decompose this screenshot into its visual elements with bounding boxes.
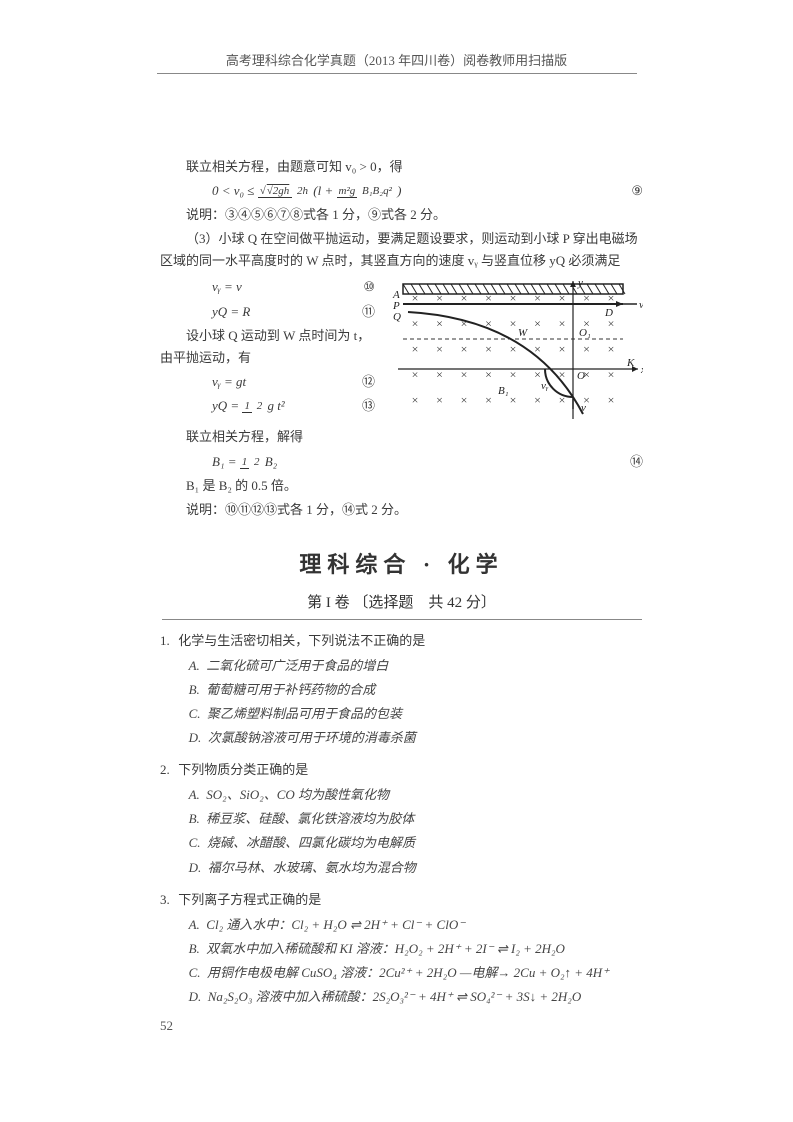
- question-block: 2.下列物质分类正确的是 A.SO₂、SiO₂、CO 均为酸性氧化物B.稀豆浆、硅…: [160, 759, 643, 878]
- page-header: 高考理科综合化学真题（2013 年四川卷）阅卷教师用扫描版: [0, 0, 793, 74]
- svg-text:×: ×: [436, 317, 443, 331]
- option-B: B.稀豆浆、硅酸、氯化铁溶液均为胶体: [160, 808, 643, 830]
- phys-note1: 说明：③④⑤⑥⑦⑧式各 1 分，⑨式各 2 分。: [160, 204, 643, 226]
- svg-text:K: K: [626, 357, 635, 369]
- svg-text:×: ×: [412, 291, 419, 305]
- col-text: vᵧ = v ⑩ yQ = R ⑪ 设小球 Q 运动到 W 点时间为 t，由平抛…: [160, 274, 375, 419]
- option-D: D.Na₂S₂O₃ 溶液中加入稀硫酸：2S₂O₃²⁻ + 4H⁺ ⇌ SO₄²⁻…: [160, 986, 643, 1008]
- svg-text:×: ×: [412, 393, 419, 407]
- option-C: C.用铜作电极电解 CuSO₄ 溶液：2Cu²⁺ + 2H₂O —电解→ 2Cu…: [160, 962, 643, 984]
- svg-text:×: ×: [534, 291, 541, 305]
- svg-text:D: D: [604, 307, 613, 319]
- svg-text:×: ×: [436, 368, 443, 382]
- svg-text:×: ×: [461, 368, 468, 382]
- svg-text:×: ×: [510, 342, 517, 356]
- eq-num-11: ⑪: [362, 301, 375, 323]
- svg-text:×: ×: [534, 393, 541, 407]
- svg-text:×: ×: [485, 368, 492, 382]
- phys-f6: B₁ = 1 2 B₂ ⑭: [160, 451, 643, 473]
- subsection-underline: [162, 619, 642, 620]
- option-C: C.聚乙烯塑料制品可用于食品的包装: [160, 703, 643, 725]
- phys-f2: vᵧ = v ⑩: [160, 276, 375, 298]
- option-C: C.烧碱、冰醋酸、四氯化碳均为电解质: [160, 832, 643, 854]
- questions-container: 1.化学与生活密切相关，下列说法不正确的是 A.二氧化硫可广泛用于食品的增白B.葡…: [160, 630, 643, 1008]
- svg-text:×: ×: [608, 393, 615, 407]
- page-number: 52: [0, 1018, 793, 1034]
- option-B: B.双氧水中加入稀硫酸和 KI 溶液：H₂O₂ + 2H⁺ + 2I⁻ ⇌ I₂…: [160, 938, 643, 960]
- eq-num-12: ⑫: [362, 371, 375, 393]
- question-stem: 3.下列离子方程式正确的是: [160, 889, 643, 911]
- svg-text:×: ×: [461, 342, 468, 356]
- svg-text:×: ×: [583, 342, 590, 356]
- option-B: B.葡萄糖可用于补钙药物的合成: [160, 679, 643, 701]
- svg-text:×: ×: [510, 317, 517, 331]
- svg-text:×: ×: [534, 317, 541, 331]
- svg-text:×: ×: [559, 317, 566, 331]
- svg-text:×: ×: [510, 393, 517, 407]
- svg-text:×: ×: [559, 342, 566, 356]
- svg-text:×: ×: [461, 317, 468, 331]
- frac: m²g B₁B₂q²: [337, 186, 394, 198]
- question-stem: 1.化学与生活密切相关，下列说法不正确的是: [160, 630, 643, 652]
- field-diagram: ××××××××××××××××××××××××××××××××××××××××…: [383, 274, 643, 424]
- phys-f4: vᵧ = gt ⑫: [160, 371, 375, 393]
- option-A: A.二氧化硫可广泛用于食品的增白: [160, 655, 643, 677]
- phys-f5: yQ = 1 2 g t² ⑬: [160, 395, 375, 417]
- svg-text:O₁: O₁: [579, 327, 591, 339]
- phys-f1: 0 < v₀ ≤ √√2gh 2h (l + m²g B₁B₂q² ) ⑨: [160, 180, 643, 202]
- phys-p2: （3）小球 Q 在空间做平抛运动，要满足题设要求，则运动到小球 P 穿出电磁场区…: [160, 228, 643, 272]
- eq-num-10: ⑩: [363, 276, 375, 298]
- svg-text:Q: Q: [393, 311, 401, 323]
- svg-text:x: x: [640, 364, 643, 376]
- svg-text:×: ×: [436, 393, 443, 407]
- svg-text:×: ×: [461, 393, 468, 407]
- header-text: 高考理科综合化学真题（2013 年四川卷）阅卷教师用扫描版: [226, 53, 567, 68]
- question-block: 1.化学与生活密切相关，下列说法不正确的是 A.二氧化硫可广泛用于食品的增白B.葡…: [160, 630, 643, 749]
- phys-p4: 联立相关方程，解得: [160, 426, 643, 448]
- phys-p5: B₁ 是 B₂ 的 0.5 倍。: [160, 475, 643, 497]
- question-stem: 2.下列物质分类正确的是: [160, 759, 643, 781]
- option-A: A.SO₂、SiO₂、CO 均为酸性氧化物: [160, 784, 643, 806]
- option-D: D.次氯酸钠溶液可用于环境的消毒杀菌: [160, 727, 643, 749]
- svg-text:×: ×: [436, 291, 443, 305]
- svg-text:v: v: [581, 402, 586, 414]
- svg-text:×: ×: [608, 368, 615, 382]
- option-D: D.福尔马林、水玻璃、氨水均为混合物: [160, 857, 643, 879]
- phys-p3: 设小球 Q 运动到 W 点时间为 t，由平抛运动，有: [160, 325, 375, 369]
- eq-num-14: ⑭: [630, 451, 643, 473]
- phys-note2: 说明：⑩⑪⑫⑬式各 1 分，⑭式 2 分。: [160, 499, 643, 521]
- svg-text:×: ×: [485, 342, 492, 356]
- svg-text:O: O: [577, 370, 585, 382]
- svg-text:×: ×: [436, 342, 443, 356]
- option-A: A.Cl₂ 通入水中：Cl₂ + H₂O ⇌ 2H⁺ + Cl⁻ + ClO⁻: [160, 914, 643, 936]
- phys-f3: yQ = R ⑪: [160, 301, 375, 323]
- svg-text:v: v: [639, 299, 643, 311]
- svg-text:vᵧ: vᵧ: [541, 380, 549, 392]
- svg-text:×: ×: [559, 291, 566, 305]
- phys-p1: 联立相关方程，由题意可知 v₀ > 0，得: [160, 156, 643, 178]
- svg-text:×: ×: [485, 393, 492, 407]
- page-content: 联立相关方程，由题意可知 v₀ > 0，得 0 < v₀ ≤ √√2gh 2h …: [0, 74, 793, 1008]
- svg-text:×: ×: [412, 368, 419, 382]
- question-block: 3.下列离子方程式正确的是 A.Cl₂ 通入水中：Cl₂ + H₂O ⇌ 2H⁺ …: [160, 889, 643, 1008]
- svg-text:×: ×: [510, 368, 517, 382]
- svg-text:W: W: [518, 327, 528, 339]
- frac: √√2gh 2h: [258, 186, 310, 198]
- svg-text:y: y: [577, 277, 583, 289]
- svg-text:×: ×: [412, 342, 419, 356]
- svg-text:B₁: B₁: [498, 385, 509, 397]
- eq-num-13: ⑬: [362, 395, 375, 417]
- svg-text:×: ×: [534, 342, 541, 356]
- eq-num-9: ⑨: [631, 180, 643, 202]
- svg-text:×: ×: [412, 317, 419, 331]
- chem-section-title: 理科综合 · 化学: [160, 546, 643, 583]
- svg-text:×: ×: [608, 342, 615, 356]
- svg-text:×: ×: [534, 368, 541, 382]
- chem-subsection: 第 I 卷 〔选择题 共 42 分〕: [160, 591, 643, 617]
- row-with-diagram: vᵧ = v ⑩ yQ = R ⑪ 设小球 Q 运动到 W 点时间为 t，由平抛…: [160, 274, 643, 424]
